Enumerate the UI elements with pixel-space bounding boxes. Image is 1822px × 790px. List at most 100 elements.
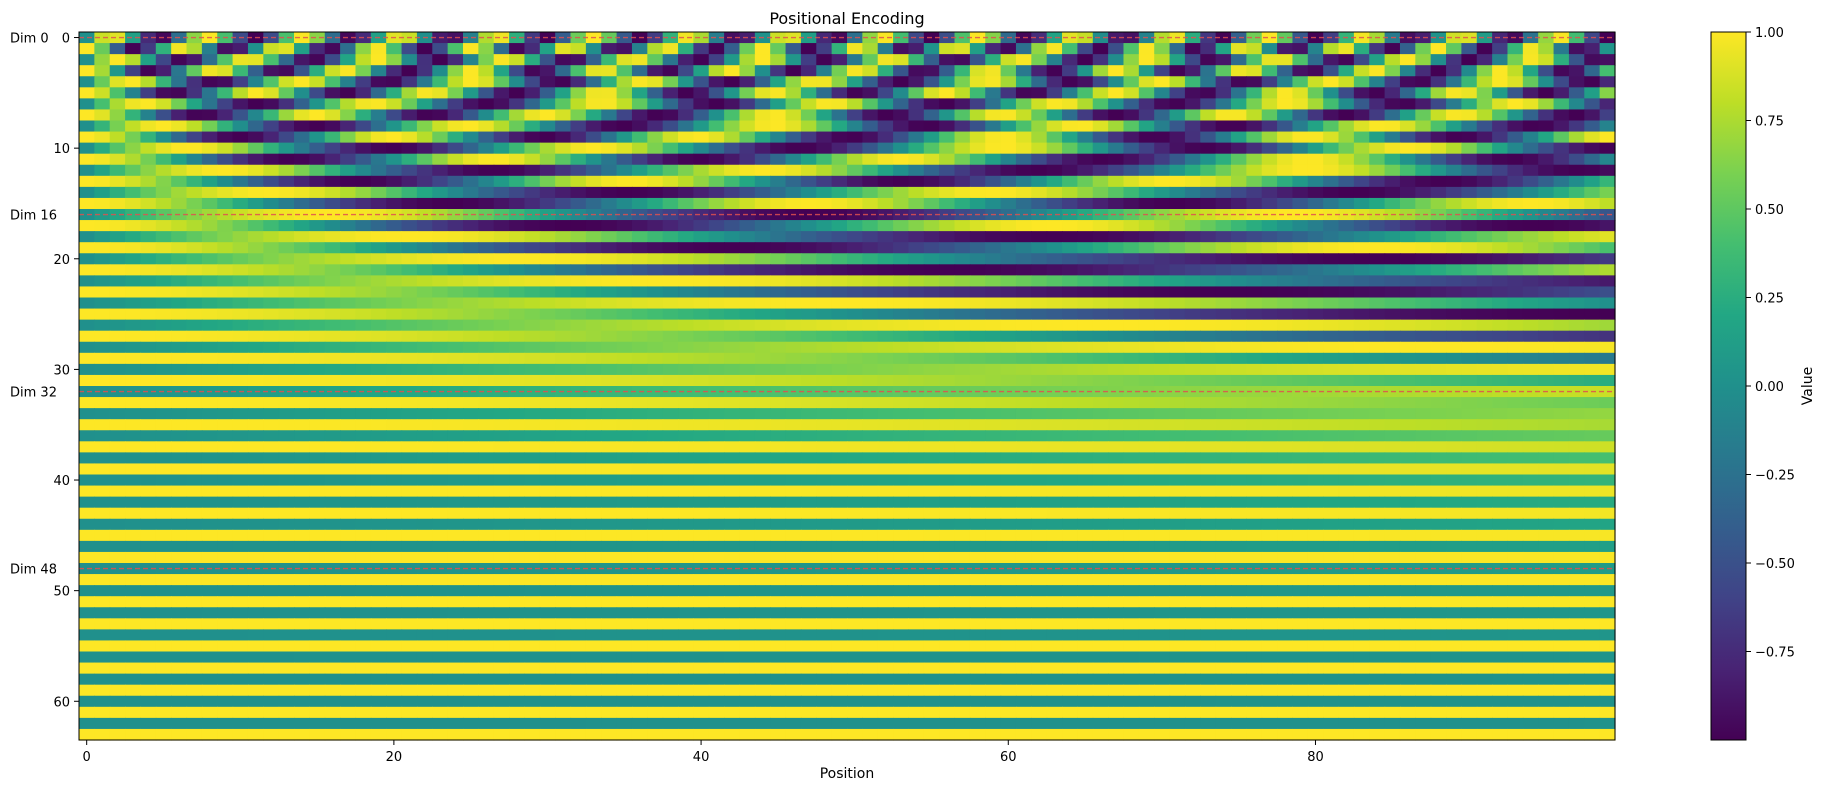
heatmap-cell: [678, 98, 694, 111]
heatmap-cell: [1399, 54, 1416, 66]
heatmap-cell: [1599, 419, 1616, 431]
heatmap-cell: [1062, 551, 1078, 564]
heatmap-cell: [1154, 574, 1171, 586]
heatmap-cell: [693, 142, 710, 155]
heatmap-cell: [79, 231, 95, 243]
heatmap-cell: [1307, 352, 1324, 365]
heatmap-cell: [1538, 142, 1555, 155]
heatmap-cell: [1077, 54, 1094, 66]
heatmap-cell: [1430, 540, 1447, 553]
heatmap-cell: [201, 153, 218, 166]
heatmap-cell: [939, 518, 956, 531]
heatmap-cell: [1261, 540, 1278, 553]
heatmap-cell: [1108, 352, 1125, 365]
heatmap-cell: [1015, 408, 1032, 420]
heatmap-cell: [1568, 352, 1585, 365]
heatmap-cell: [370, 529, 387, 542]
heatmap-cell: [708, 507, 725, 520]
heatmap-cell: [1461, 153, 1478, 166]
heatmap-cell: [969, 153, 986, 166]
heatmap-cell: [432, 186, 449, 199]
heatmap-cell: [893, 286, 910, 299]
heatmap-cell: [155, 374, 172, 387]
heatmap-cell: [370, 363, 387, 376]
heatmap-cell: [1108, 253, 1125, 265]
heatmap-cell: [355, 551, 372, 564]
heatmap-cell: [1461, 341, 1478, 354]
heatmap-cell: [201, 54, 218, 66]
heatmap-cell: [1323, 175, 1340, 188]
heatmap-cell: [770, 408, 787, 420]
heatmap-cell: [969, 485, 986, 498]
heatmap-cell: [800, 341, 817, 354]
heatmap-cell: [278, 485, 295, 498]
heatmap-cell: [601, 474, 618, 487]
heatmap-cell: [1215, 319, 1232, 332]
heatmap-cell: [509, 308, 526, 321]
heatmap-cell: [1292, 209, 1309, 221]
heatmap-cell: [601, 330, 618, 343]
heatmap-cell: [539, 131, 556, 144]
heatmap-cell: [232, 131, 249, 144]
heatmap-cell: [509, 264, 526, 276]
heatmap-cell: [1307, 496, 1324, 509]
heatmap-cell: [893, 574, 910, 586]
heatmap-cell: [109, 32, 126, 44]
heatmap-cell: [1138, 54, 1155, 66]
heatmap-cell: [79, 186, 95, 199]
heatmap-cell: [125, 286, 142, 299]
heatmap-cell: [1553, 153, 1570, 166]
heatmap-cell: [739, 430, 756, 442]
heatmap-cell: [1108, 175, 1125, 188]
heatmap-cell: [79, 507, 95, 520]
heatmap-cell: [94, 54, 111, 66]
heatmap-cell: [186, 408, 203, 420]
heatmap-cell: [463, 220, 479, 232]
heatmap-cell: [1369, 341, 1386, 354]
heatmap-cell: [309, 341, 326, 354]
heatmap-cell: [800, 54, 817, 66]
heatmap-cell: [1015, 529, 1032, 542]
heatmap-cell: [294, 463, 310, 476]
heatmap-cell: [1231, 175, 1247, 188]
heatmap-cell: [877, 275, 894, 288]
heatmap-cell: [125, 496, 142, 509]
heatmap-cell: [1599, 330, 1616, 343]
heatmap-cell: [1415, 496, 1432, 509]
heatmap-cell: [678, 209, 694, 221]
heatmap-cell: [1015, 330, 1032, 343]
heatmap-cell: [601, 452, 618, 465]
heatmap-cell: [416, 408, 433, 420]
heatmap-cell: [754, 474, 771, 487]
heatmap-cell: [386, 496, 403, 509]
heatmap-cell: [1062, 175, 1078, 188]
heatmap-cell: [770, 87, 787, 99]
heatmap-cell: [1338, 109, 1355, 122]
heatmap-cell: [662, 186, 679, 199]
heatmap-cell: [463, 540, 479, 553]
heatmap-cell: [1446, 430, 1462, 442]
heatmap-cell: [800, 164, 817, 177]
heatmap-cell: [1169, 253, 1186, 265]
heatmap-cell: [478, 474, 495, 487]
heatmap-cell: [463, 574, 479, 586]
heatmap-cell: [1277, 253, 1294, 265]
heatmap-cell: [708, 32, 725, 44]
heatmap-cell: [969, 142, 986, 155]
heatmap-cell: [1184, 65, 1201, 77]
heatmap-cell: [1261, 563, 1278, 575]
heatmap-cell: [1338, 374, 1355, 387]
heatmap-cell: [908, 529, 925, 542]
heatmap-cell: [79, 551, 95, 564]
heatmap-cell: [1092, 153, 1109, 166]
heatmap-cell: [555, 197, 572, 210]
heatmap-cell: [678, 175, 694, 188]
heatmap-cell: [294, 507, 310, 520]
heatmap-cell: [647, 308, 664, 321]
heatmap-cell: [939, 142, 956, 155]
heatmap-cell: [816, 253, 833, 265]
heatmap-cell: [954, 98, 971, 111]
heatmap-cell: [1599, 474, 1616, 487]
heatmap-cell: [232, 319, 249, 332]
heatmap-cell: [770, 264, 787, 276]
